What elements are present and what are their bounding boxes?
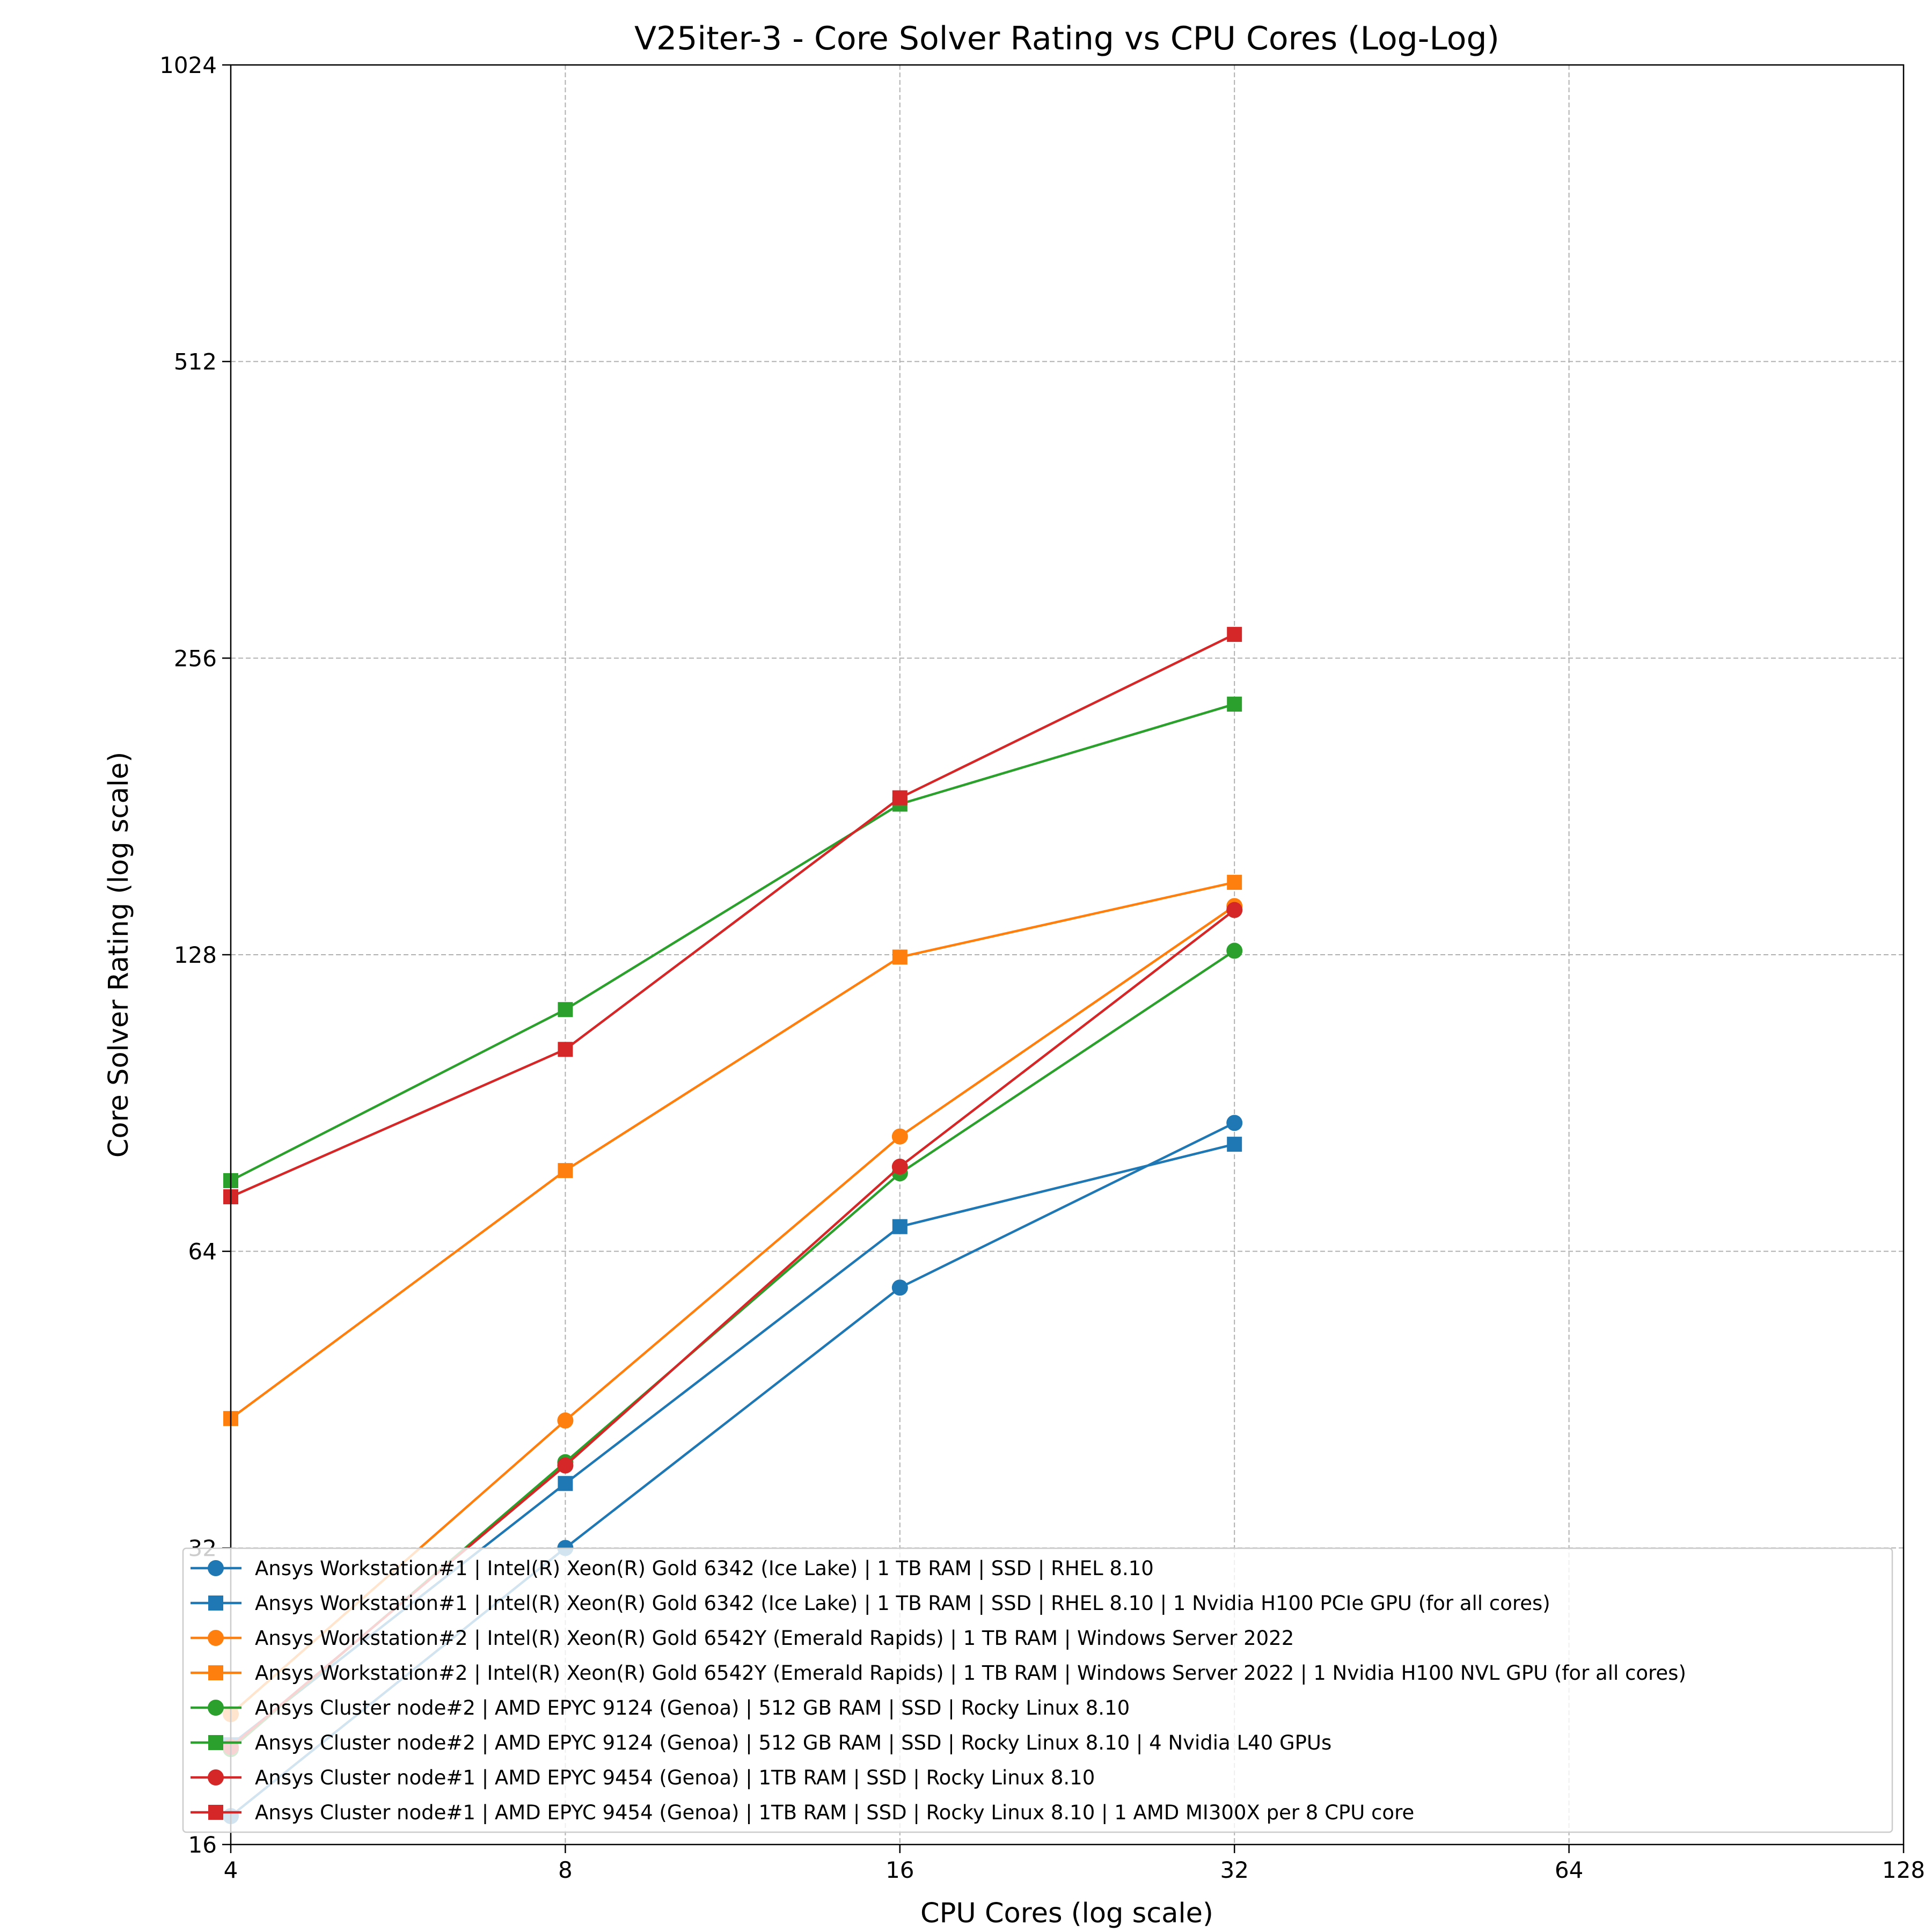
legend-label: Ansys Workstation#2 | Intel(R) Xeon(R) G… <box>255 1627 1294 1650</box>
data-point <box>1227 1137 1242 1152</box>
y-tick-label: 512 <box>174 349 217 375</box>
data-point <box>557 1412 574 1429</box>
series-5 <box>223 697 1242 1188</box>
legend-marker <box>208 1665 223 1680</box>
x-tick-label: 8 <box>558 1857 573 1883</box>
chart-title: V25iter-3 - Core Solver Rating vs CPU Co… <box>634 20 1499 57</box>
legend-entry: Ansys Workstation#2 | Intel(R) Xeon(R) G… <box>191 1662 1686 1685</box>
data-point <box>891 1279 908 1296</box>
data-point <box>1227 875 1242 890</box>
y-tick-label: 64 <box>188 1239 217 1265</box>
data-point <box>891 1128 908 1145</box>
legend-entry: Ansys Cluster node#2 | AMD EPYC 9124 (Ge… <box>191 1731 1331 1754</box>
data-point <box>1226 1115 1243 1131</box>
y-tick-label: 1024 <box>159 52 217 78</box>
legend-entry: Ansys Workstation#1 | Intel(R) Xeon(R) G… <box>191 1557 1154 1580</box>
legend-label: Ansys Workstation#1 | Intel(R) Xeon(R) G… <box>255 1557 1154 1580</box>
legend-marker <box>208 1596 223 1611</box>
series-line <box>230 633 1235 1198</box>
x-tick-label: 32 <box>1220 1857 1248 1883</box>
data-point <box>892 790 908 806</box>
ticks: 481632641281632641282565121024 <box>159 52 1925 1883</box>
x-axis-label: CPU Cores (log scale) <box>920 1898 1213 1929</box>
series-line <box>230 702 1235 1182</box>
legend: Ansys Workstation#1 | Intel(R) Xeon(R) G… <box>182 1547 1893 1833</box>
x-tick-label: 4 <box>224 1857 238 1883</box>
legend-label: Ansys Cluster node#2 | AMD EPYC 9124 (Ge… <box>255 1696 1130 1719</box>
legend-entry: Ansys Cluster node#1 | AMD EPYC 9454 (Ge… <box>191 1801 1414 1824</box>
series-3 <box>223 875 1242 1426</box>
y-tick-label: 128 <box>174 942 217 968</box>
data-point <box>1226 942 1243 959</box>
legend-box <box>182 1547 1893 1833</box>
legend-marker <box>208 1805 223 1820</box>
data-point <box>892 949 908 965</box>
legend-entry: Ansys Cluster node#2 | AMD EPYC 9124 (Ge… <box>191 1696 1130 1719</box>
x-tick-label: 128 <box>1882 1857 1925 1883</box>
legend-marker <box>208 1735 223 1750</box>
data-point <box>558 1002 573 1018</box>
legend-marker <box>208 1560 224 1576</box>
legend-marker <box>208 1769 224 1785</box>
data-point <box>1227 697 1242 712</box>
legend-marker <box>208 1700 224 1716</box>
data-point <box>558 1476 573 1491</box>
data-point <box>558 1163 573 1179</box>
legend-label: Ansys Cluster node#1 | AMD EPYC 9454 (Ge… <box>255 1801 1414 1824</box>
x-tick-label: 64 <box>1555 1857 1583 1883</box>
legend-label: Ansys Workstation#2 | Intel(R) Xeon(R) G… <box>255 1662 1686 1685</box>
data-point <box>1226 902 1243 918</box>
data-point <box>892 1219 908 1234</box>
legend-label: Ansys Cluster node#2 | AMD EPYC 9124 (Ge… <box>255 1731 1331 1754</box>
legend-label: Ansys Cluster node#1 | AMD EPYC 9454 (Ge… <box>255 1766 1095 1789</box>
y-axis-label: Core Solver Rating (log scale) <box>103 752 135 1158</box>
legend-entry: Ansys Workstation#2 | Intel(R) Xeon(R) G… <box>191 1627 1294 1650</box>
legend-entry: Ansys Cluster node#1 | AMD EPYC 9454 (Ge… <box>191 1766 1095 1789</box>
data-point <box>557 1457 574 1474</box>
y-tick-label: 256 <box>174 645 217 671</box>
data-point <box>891 1158 908 1175</box>
legend-entry: Ansys Workstation#1 | Intel(R) Xeon(R) G… <box>191 1592 1550 1615</box>
series-7 <box>223 627 1242 1205</box>
data-point <box>558 1042 573 1057</box>
series-line <box>230 881 1235 1420</box>
data-point <box>1227 627 1242 642</box>
x-tick-label: 16 <box>885 1857 914 1883</box>
legend-label: Ansys Workstation#1 | Intel(R) Xeon(R) G… <box>255 1592 1550 1615</box>
legend-marker <box>208 1630 224 1646</box>
y-tick-label: 16 <box>188 1832 217 1858</box>
